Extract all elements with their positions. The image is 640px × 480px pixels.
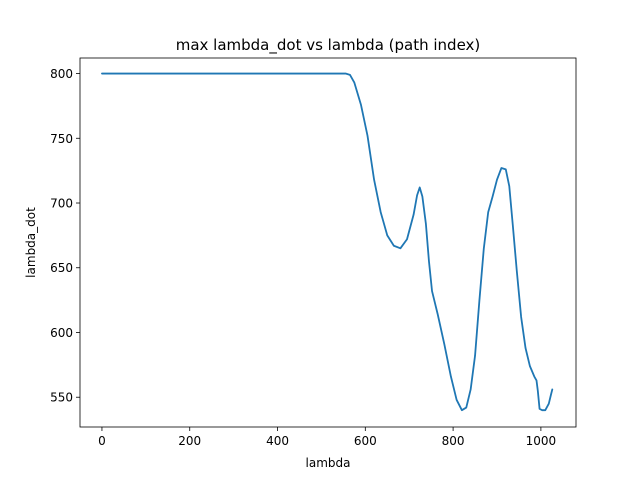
y-tick-label: 650 xyxy=(50,261,73,275)
y-axis: 550 600 650 700 750 800 xyxy=(50,67,80,405)
x-tick-label: 1000 xyxy=(526,434,557,448)
x-tick-label: 600 xyxy=(354,434,377,448)
axes-frame xyxy=(79,57,577,428)
y-tick-label: 550 xyxy=(50,391,73,405)
y-tick-label: 700 xyxy=(50,197,73,211)
x-tick-label: 800 xyxy=(442,434,465,448)
x-tick-label: 0 xyxy=(98,434,106,448)
chart-title: max lambda_dot vs lambda (path index) xyxy=(176,36,481,55)
x-tick-label: 400 xyxy=(266,434,289,448)
series-line-0 xyxy=(101,72,554,412)
y-tick-label: 800 xyxy=(50,67,73,81)
plot-area xyxy=(101,72,554,412)
x-axis-label: lambda xyxy=(306,456,351,470)
y-tick-label: 600 xyxy=(50,326,73,340)
x-axis: 0 200 400 600 800 1000 xyxy=(98,427,556,448)
y-axis-label: lambda_dot xyxy=(24,207,38,278)
y-tick-label: 750 xyxy=(50,132,73,146)
x-tick-label: 200 xyxy=(178,434,201,448)
